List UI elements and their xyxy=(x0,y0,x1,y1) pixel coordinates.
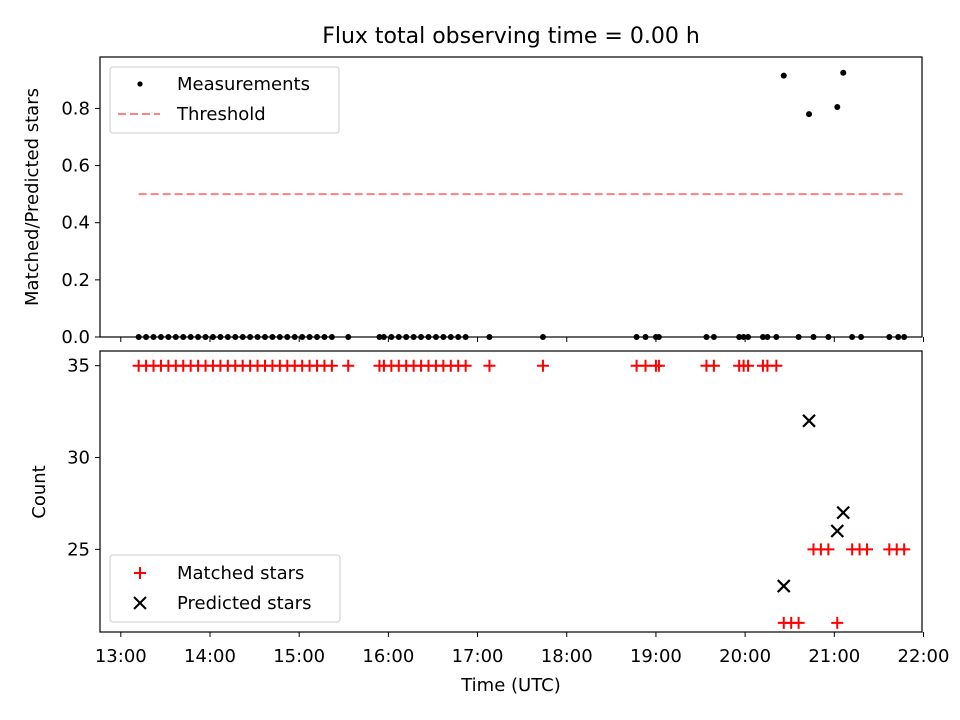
matched-star-point xyxy=(861,543,874,556)
top-plot-marks xyxy=(135,69,908,340)
figure-title: Flux total observing time = 0.00 h xyxy=(322,24,700,49)
matched-star-point xyxy=(831,616,844,629)
matched-star-point xyxy=(342,359,355,372)
top-y-tick-label: 0.2 xyxy=(61,270,90,291)
legend-matched-label: Matched stars xyxy=(177,563,304,584)
top-axes-frame xyxy=(99,56,923,338)
legend-matched-marker xyxy=(134,567,146,579)
bottom-x-tick-label: 21:00 xyxy=(808,646,860,667)
bottom-x-axis-label: Time (UTC) xyxy=(460,675,561,696)
bottom-legend-box xyxy=(109,554,341,623)
bottom-x-ticks: 13:00 14:00 15:00 16:00 17:00 18:00 19:00 20:00… xyxy=(95,632,950,667)
top-y-ticks: 0.0 0.2 0.4 0.6 0.8 xyxy=(61,98,100,348)
bottom-legend: Matched stars Predicted stars xyxy=(109,554,341,623)
matched-star-point xyxy=(325,359,338,372)
bottom-x-tick-label: 15:00 xyxy=(273,646,325,667)
matched-star-point xyxy=(639,359,652,372)
top-y-axis-label: Matched/Predicted stars xyxy=(22,88,43,306)
legend-measurements-marker xyxy=(137,81,143,87)
bottom-y-tick-label: 30 xyxy=(67,448,90,469)
legend-predicted-label: Predicted stars xyxy=(177,593,311,614)
matched-star-point xyxy=(742,359,755,372)
bottom-y-axis-label: Count xyxy=(29,465,50,518)
matched-star-point xyxy=(898,543,911,556)
measurement-point xyxy=(840,69,847,76)
predicted-star-point xyxy=(776,579,791,593)
bottom-x-tick-label: 22:00 xyxy=(898,646,950,667)
bottom-x-tick-label: 14:00 xyxy=(184,646,236,667)
bottom-panel: 13:00 14:00 15:00 16:00 17:00 18:00 19:00 20:00… xyxy=(29,350,950,696)
measurement-point xyxy=(806,111,813,118)
bottom-x-tick-label: 17:00 xyxy=(452,646,504,667)
top-y-tick-label: 0.8 xyxy=(61,98,90,119)
matched-star-point xyxy=(792,616,805,629)
legend-measurements-label: Measurements xyxy=(177,74,310,95)
matched-star-point xyxy=(707,359,720,372)
top-y-tick-label: 0.6 xyxy=(61,156,90,177)
matched-star-point xyxy=(652,359,665,372)
bottom-x-tick-label: 16:00 xyxy=(362,646,414,667)
bottom-y-ticks: 25 30 35 xyxy=(67,356,100,560)
top-legend-box xyxy=(109,66,340,134)
top-legend: Measurements Threshold xyxy=(109,66,340,134)
matched-star-point xyxy=(822,543,835,556)
bottom-x-tick-label: 20:00 xyxy=(719,646,771,667)
predicted-star-point xyxy=(836,505,850,520)
predicted-star-point xyxy=(830,524,845,538)
measurement-point xyxy=(834,104,841,110)
matched-star-point xyxy=(770,359,783,372)
top-y-tick-label: 0.0 xyxy=(61,327,90,348)
bottom-plot-marks xyxy=(132,359,911,629)
bottom-axes-frame xyxy=(99,350,923,633)
bottom-x-tick-label: 13:00 xyxy=(95,646,147,667)
matched-star-point xyxy=(459,359,472,372)
top-y-tick-label: 0.4 xyxy=(61,213,90,234)
bottom-y-tick-label: 25 xyxy=(67,539,90,560)
matched-star-point xyxy=(536,359,549,372)
bottom-x-tick-label: 19:00 xyxy=(630,646,682,667)
legend-predicted-marker xyxy=(133,596,147,610)
measurement-point xyxy=(780,72,787,79)
bottom-x-tick-label: 18:00 xyxy=(541,646,593,667)
predicted-star-point xyxy=(802,414,816,428)
bottom-y-tick-label: 35 xyxy=(67,356,90,377)
matched-star-point xyxy=(483,359,496,372)
top-x-ticks xyxy=(120,337,924,342)
legend-threshold-label: Threshold xyxy=(176,104,266,125)
top-panel: 0.00.20.40.60.8 Matched/Predicted stars … xyxy=(22,56,924,348)
